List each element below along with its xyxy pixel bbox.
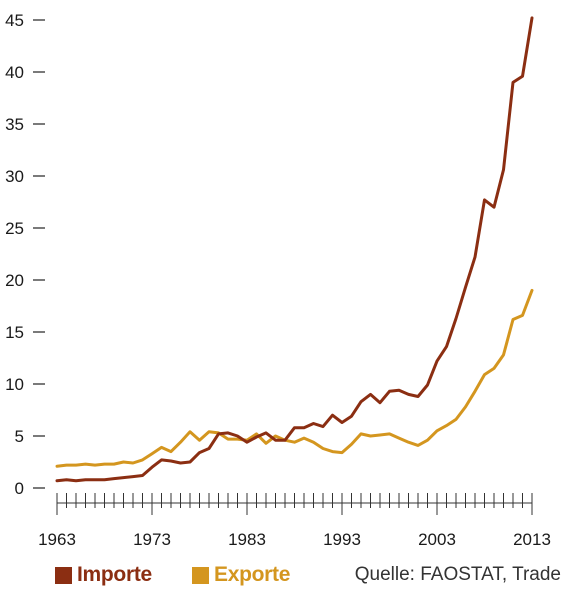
y-tick-label: 45 xyxy=(5,11,24,30)
legend: Importe Exporte Quelle: FAOSTAT, Trade xyxy=(0,563,563,595)
x-axis: 1963 1973 1983 1993 2003 2013 xyxy=(38,493,551,549)
y-tick-label: 5 xyxy=(15,427,24,446)
legend-swatch-importe xyxy=(55,566,72,584)
legend-label-exporte: Exporte xyxy=(214,563,291,586)
series-layer xyxy=(55,16,534,483)
x-tick-label: 2003 xyxy=(418,530,456,549)
y-tick-label: 40 xyxy=(5,63,24,82)
x-tick-label: 1963 xyxy=(38,530,76,549)
x-tick-label: 2013 xyxy=(513,530,551,549)
x-tick-label: 1973 xyxy=(133,530,171,549)
y-tick-label: 25 xyxy=(5,219,24,238)
legend-label-importe: Importe xyxy=(77,563,152,586)
y-axis: 0 5 10 15 20 25 30 35 40 45 xyxy=(5,11,45,498)
line-chart: 0 5 10 15 20 25 30 35 40 45 1963 1973 1983 1993 2003 2… xyxy=(5,11,551,549)
y-tick-label: 10 xyxy=(5,375,24,394)
legend-item-importe: Importe xyxy=(55,563,152,587)
y-tick-label: 30 xyxy=(5,167,24,186)
y-tick-label: 35 xyxy=(5,115,24,134)
y-tick-label: 20 xyxy=(5,271,24,290)
y-tick-label: 0 xyxy=(15,479,24,498)
series-line-importe xyxy=(55,16,534,483)
x-tick-label: 1993 xyxy=(323,530,361,549)
source-note: Quelle: FAOSTAT, Trade xyxy=(354,564,561,585)
legend-item-exporte: Exporte xyxy=(192,563,290,587)
x-tick-label: 1983 xyxy=(228,530,266,549)
series-line-exporte xyxy=(55,288,534,468)
y-tick-label: 15 xyxy=(5,323,24,342)
legend-swatch-exporte xyxy=(192,566,209,584)
